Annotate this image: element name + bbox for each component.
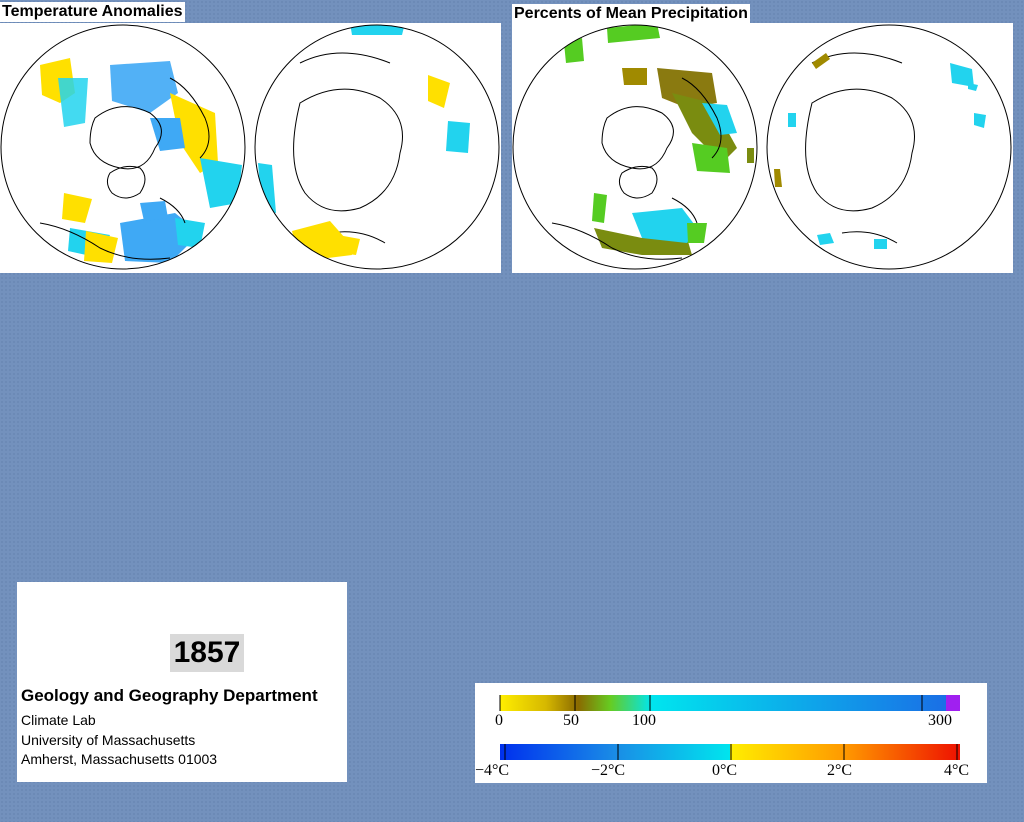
temperature-south-hemisphere bbox=[258, 25, 470, 259]
precip-ticks bbox=[499, 695, 923, 711]
precipitation-south-hemisphere bbox=[774, 53, 986, 249]
temp-tick-label-4: 4°C bbox=[944, 762, 970, 779]
precip-tick-label-100: 100 bbox=[632, 712, 656, 729]
info-box: 1857 Geology and Geography Department Cl… bbox=[17, 582, 347, 782]
temperature-north-hemisphere bbox=[40, 58, 242, 263]
precip-tick-label-50: 50 bbox=[563, 712, 579, 729]
year-label: 1857 bbox=[170, 634, 244, 672]
info-line-lab: Climate Lab bbox=[21, 712, 96, 728]
legend-scales bbox=[499, 695, 960, 760]
temperature-globes bbox=[0, 24, 500, 270]
temperature-map-panel bbox=[0, 23, 501, 273]
info-line-university: University of Massachusetts bbox=[21, 732, 196, 748]
precipitation-coastlines bbox=[551, 52, 915, 260]
department-name: Geology and Geography Department bbox=[21, 686, 318, 705]
temperature-panel-title: Temperature Anomalies bbox=[0, 2, 185, 22]
precip-color-bar bbox=[500, 695, 960, 711]
info-line-address: Amherst, Massachusetts 01003 bbox=[21, 751, 218, 767]
temp-tick-label-2: 2°C bbox=[827, 762, 853, 779]
temp-tick-label-minus2: −2°C bbox=[591, 762, 626, 779]
precip-tick-label-0: 0 bbox=[495, 712, 503, 729]
temp-ticks bbox=[504, 744, 958, 760]
precip-tick-label-300: 300 bbox=[928, 712, 952, 729]
temp-tick-label-0: 0°C bbox=[712, 762, 738, 779]
precipitation-map-panel bbox=[512, 23, 1013, 273]
color-legend: 0 50 100 300 −4°C −2°C 0°C 2°C 4°C bbox=[475, 683, 987, 783]
precipitation-globes bbox=[512, 24, 1012, 270]
temperature-coastlines bbox=[39, 52, 403, 260]
precipitation-north-hemisphere bbox=[564, 25, 754, 255]
temp-tick-label-minus4: −4°C bbox=[475, 762, 510, 779]
precipitation-panel-title: Percents of Mean Precipitation bbox=[512, 4, 750, 24]
temp-color-bar bbox=[500, 744, 960, 760]
